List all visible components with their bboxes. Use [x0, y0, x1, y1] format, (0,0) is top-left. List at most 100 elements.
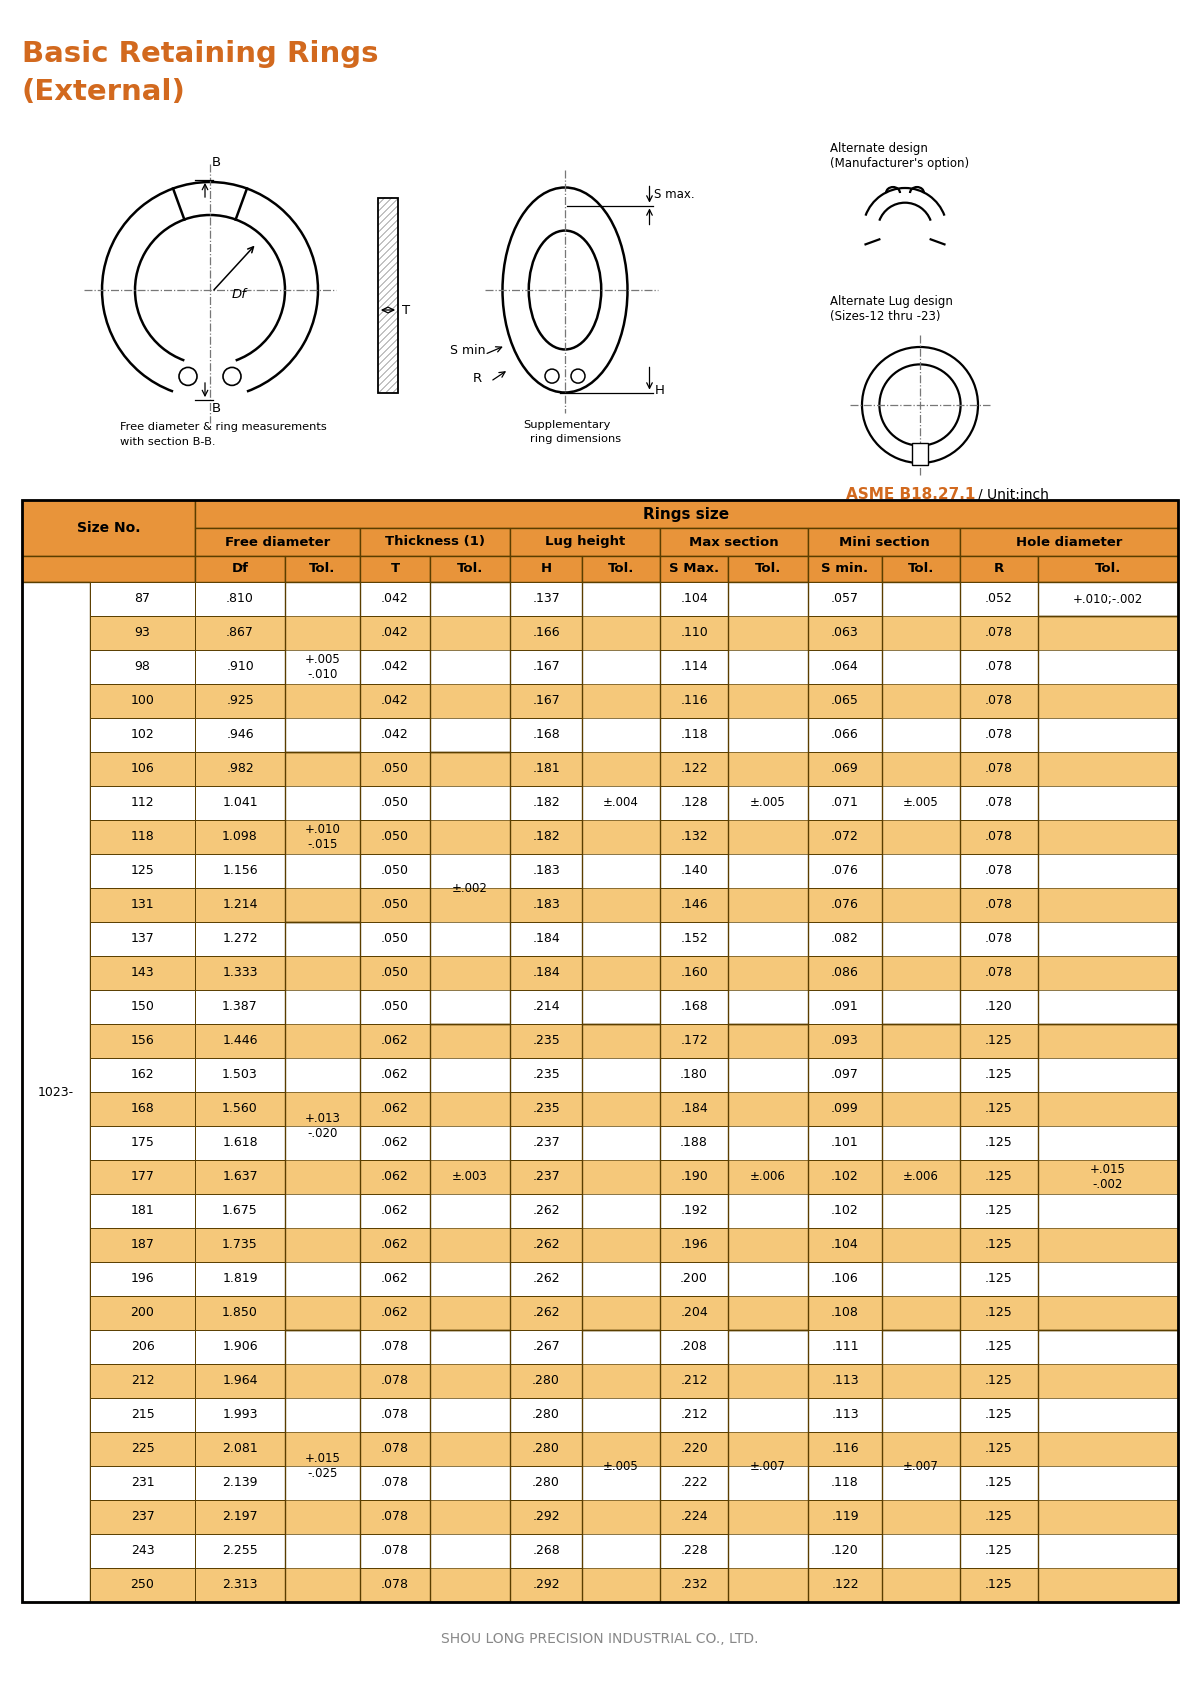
Bar	[286, 921, 360, 1330]
Bar	[360, 582, 430, 616]
Bar	[808, 955, 882, 989]
Bar	[430, 752, 510, 1023]
Bar	[808, 1297, 882, 1330]
Bar	[510, 1432, 582, 1466]
Text: .172: .172	[680, 1035, 708, 1047]
Bar	[582, 820, 660, 854]
Bar	[90, 582, 194, 616]
Text: 200: 200	[131, 1307, 155, 1320]
Bar	[510, 786, 582, 820]
Text: .113: .113	[832, 1409, 859, 1422]
Bar	[582, 1398, 660, 1432]
Bar	[286, 1466, 360, 1500]
Text: 1.333: 1.333	[222, 967, 258, 979]
Bar	[728, 1330, 808, 1364]
Text: 137: 137	[131, 932, 155, 945]
Bar	[882, 1568, 960, 1602]
Text: 1.675: 1.675	[222, 1205, 258, 1217]
Text: .182: .182	[532, 830, 560, 843]
Bar	[728, 1023, 808, 1330]
Bar	[882, 1023, 960, 1330]
Text: .078: .078	[985, 728, 1013, 742]
Bar	[1038, 1466, 1178, 1500]
Bar	[1038, 1534, 1178, 1568]
Text: with section B-B.: with section B-B.	[120, 438, 216, 446]
Bar	[360, 1161, 430, 1195]
Text: .078: .078	[382, 1476, 409, 1490]
Bar	[882, 1500, 960, 1534]
Bar	[660, 1500, 728, 1534]
Bar	[286, 888, 360, 921]
Text: +.015
-.002: +.015 -.002	[1090, 1162, 1126, 1191]
Bar	[1038, 582, 1178, 616]
Bar	[808, 752, 882, 786]
Bar	[430, 820, 510, 854]
Text: .078: .078	[382, 1544, 409, 1558]
Bar	[960, 820, 1038, 854]
Bar	[582, 786, 660, 820]
Bar	[430, 888, 510, 921]
Bar	[882, 1127, 960, 1161]
Bar	[510, 921, 582, 955]
Text: 1.819: 1.819	[222, 1273, 258, 1286]
Bar	[286, 1263, 360, 1297]
Text: .120: .120	[832, 1544, 859, 1558]
Bar	[286, 1127, 360, 1161]
Text: .050: .050	[382, 796, 409, 809]
Text: .120: .120	[985, 1001, 1013, 1013]
Bar	[286, 1500, 360, 1534]
Text: Size No.: Size No.	[77, 521, 140, 535]
Bar	[90, 1195, 194, 1229]
Bar	[194, 786, 286, 820]
Bar	[960, 1466, 1038, 1500]
Text: .125: .125	[985, 1442, 1013, 1456]
Bar	[882, 650, 960, 684]
Bar	[360, 684, 430, 718]
Bar	[194, 1161, 286, 1195]
Text: .042: .042	[382, 728, 409, 742]
Bar	[808, 1466, 882, 1500]
Bar	[728, 1195, 808, 1229]
Bar	[882, 1161, 960, 1195]
Text: .042: .042	[382, 626, 409, 640]
Bar	[582, 582, 660, 1023]
Text: .078: .078	[382, 1578, 409, 1592]
Bar	[510, 1500, 582, 1534]
Text: .104: .104	[680, 592, 708, 606]
Bar	[582, 1330, 660, 1364]
Text: 156: 156	[131, 1035, 155, 1047]
Bar	[808, 1161, 882, 1195]
Text: .042: .042	[382, 592, 409, 606]
Bar	[430, 1263, 510, 1297]
Bar	[660, 955, 728, 989]
Bar	[1038, 1364, 1178, 1398]
Text: .052: .052	[985, 592, 1013, 606]
Bar	[660, 718, 728, 752]
Bar	[582, 1023, 660, 1330]
Bar	[1038, 820, 1178, 854]
Bar	[430, 582, 510, 752]
Text: Tol.: Tol.	[1094, 562, 1121, 575]
Bar	[882, 921, 960, 955]
Bar	[90, 1057, 194, 1091]
Bar	[582, 1023, 660, 1057]
Bar	[1038, 1195, 1178, 1229]
Text: .078: .078	[382, 1375, 409, 1388]
Bar	[960, 557, 1038, 582]
Bar	[960, 888, 1038, 921]
Text: 1.446: 1.446	[222, 1035, 258, 1047]
Text: 175: 175	[131, 1137, 155, 1149]
Bar	[882, 1091, 960, 1127]
Text: .078: .078	[985, 830, 1013, 843]
Text: .208: .208	[680, 1341, 708, 1354]
Text: 1.637: 1.637	[222, 1171, 258, 1183]
Text: 1.735: 1.735	[222, 1239, 258, 1251]
Text: .188: .188	[680, 1137, 708, 1149]
Bar	[960, 650, 1038, 684]
Bar	[882, 955, 960, 989]
Bar	[430, 989, 510, 1023]
Text: .062: .062	[382, 1103, 409, 1115]
Bar	[1038, 616, 1178, 1023]
Bar	[728, 1297, 808, 1330]
Bar	[960, 1229, 1038, 1263]
